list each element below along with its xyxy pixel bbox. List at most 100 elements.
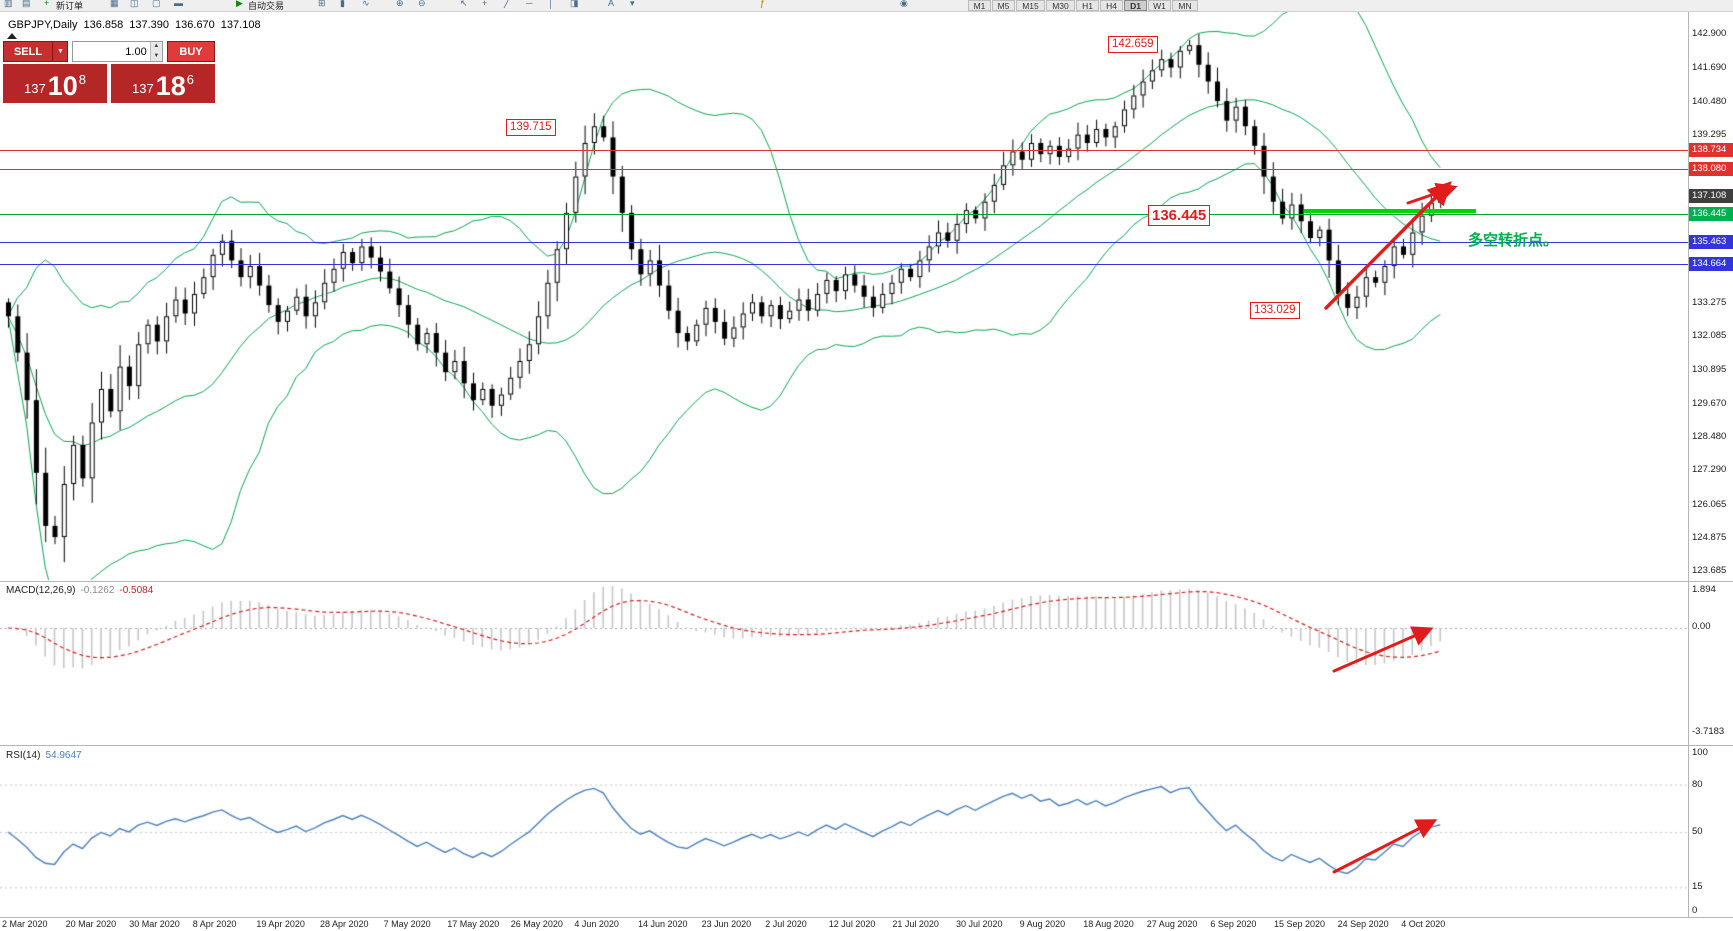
date-axis-label: 24 Sep 2020 [1337, 919, 1389, 929]
strategy-tester-icon[interactable]: ▬ [174, 0, 183, 8]
timeframe-d1-button[interactable]: D1 [1124, 0, 1147, 11]
text-label-icon[interactable]: A [608, 0, 615, 8]
symbol-period-label: GBPJPY,Daily [8, 19, 78, 31]
horizontal-level-line-blue[interactable] [0, 264, 1688, 266]
chart-macd-separator[interactable] [0, 581, 1733, 582]
volume-down-button[interactable]: ▼ [150, 51, 162, 61]
rsi-axis-label: 80 [1692, 778, 1703, 790]
date-axis-label: 12 Jul 2020 [828, 919, 876, 929]
pivot-note-text[interactable]: 多空转折点。 [1468, 232, 1559, 249]
new-order-button[interactable]: 新订单 [56, 1, 84, 11]
date-axis-label: 15 Sep 2020 [1274, 919, 1326, 929]
rsi-indicator-label: RSI(14) 54.9647 [6, 750, 87, 761]
date-axis-label: 23 Jun 2020 [701, 919, 752, 929]
vline-tool-icon[interactable]: │ [548, 0, 554, 8]
date-axis-label: 20 Mar 2020 [65, 919, 117, 929]
support-line-segment[interactable] [1304, 209, 1476, 214]
zoom-out-icon[interactable]: ⊖ [418, 0, 426, 8]
autotrade-button[interactable]: 自动交易 [248, 1, 285, 11]
timeframe-m15-button[interactable]: M15 [1016, 0, 1045, 11]
new-chart-icon[interactable]: ⊞ [318, 0, 326, 8]
date-axis-label: 9 Aug 2020 [1019, 919, 1066, 929]
trendline-icon[interactable]: ╱ [504, 0, 510, 8]
price-axis-tag-current: 137.108 [1689, 188, 1733, 203]
timeframe-m1-button[interactable]: M1 [968, 0, 991, 11]
date-axis-label: 30 Jul 2020 [956, 919, 1003, 929]
candle-chart-icon[interactable]: ▮ [340, 0, 345, 8]
date-axis-label: 6 Sep 2020 [1210, 919, 1257, 929]
rsi-axis-label: 50 [1692, 826, 1703, 837]
price-axis-border[interactable] [1688, 11, 1689, 917]
macd-name: MACD(12,26,9) [6, 585, 76, 596]
timeframe-h4-button[interactable]: H4 [1100, 0, 1123, 11]
autotrade-play-icon[interactable]: ▶ [236, 0, 243, 8]
sell-button[interactable]: SELL [3, 41, 53, 62]
price-axis-label: 141.690 [1692, 61, 1727, 73]
cursor-icon[interactable]: ↖ [460, 0, 468, 8]
date-axis-label: 17 May 2020 [447, 919, 500, 929]
price-annotation-sept-low[interactable]: 133.029 [1250, 302, 1300, 319]
trade-panel-collapse-arrow[interactable] [7, 33, 17, 39]
zoom-in-icon[interactable]: ⊕ [396, 0, 404, 8]
sell-price-pips: 10 [47, 71, 78, 101]
chart-ohlc-title: GBPJPY,Daily 136.858 137.390 136.670 137.108 [8, 19, 267, 31]
date-axis-label: 18 Aug 2020 [1083, 919, 1134, 929]
price-axis-label: 129.670 [1692, 397, 1727, 409]
horizontal-level-line-red[interactable] [0, 168, 1688, 170]
indicators-icon[interactable]: ƒ [760, 0, 766, 8]
price-axis-tag-green: 136.445 [1689, 207, 1733, 222]
market-watch-icon[interactable]: ▥ [4, 0, 13, 8]
date-axis-label: 2 Jul 2020 [765, 919, 807, 929]
price-axis-tag-blue: 135.463 [1689, 234, 1733, 249]
price-annotation-sept-high[interactable]: 142.659 [1108, 36, 1158, 53]
price-axis-label: 130.895 [1692, 363, 1727, 375]
open-value: 136.858 [83, 19, 124, 31]
sell-price-display[interactable]: 137 10 8 [3, 64, 107, 103]
price-axis-label: 128.480 [1692, 431, 1727, 443]
crosshair-icon[interactable]: + [482, 0, 488, 8]
top-toolbar: ▥ ▤ + 新订单 ▦ ◫ ▢ ▬ ▶ 自动交易 ⊞ ▮ ∿ ⊕ ⊖ ↖ + ╱ ─ │ ◨ A ▾ ƒ ◉ M1 M5 M15 M30… [0, 0, 1733, 12]
date-axis-label: 26 May 2020 [510, 919, 563, 929]
tile-windows-icon[interactable]: ◫ [130, 0, 139, 8]
timeframe-m5-button[interactable]: M5 [992, 0, 1015, 11]
macd-signal-value: -0.5084 [119, 585, 154, 596]
date-axis-label: 4 Jun 2020 [574, 919, 619, 929]
volume-up-button[interactable]: ▲ [150, 42, 162, 52]
horizontal-level-line-blue[interactable] [0, 241, 1688, 243]
price-axis-label: 132.085 [1692, 330, 1727, 342]
line-chart-icon[interactable]: ∿ [362, 0, 370, 8]
fibonacci-icon[interactable]: ◨ [570, 0, 579, 8]
arrow-object-icon[interactable]: ▾ [630, 0, 635, 8]
period-icon[interactable]: ◉ [900, 0, 908, 8]
buy-button[interactable]: BUY [167, 41, 215, 62]
rsi-value: 54.9647 [45, 750, 82, 761]
timeframe-h1-button[interactable]: H1 [1076, 0, 1099, 11]
timeframe-mn-button[interactable]: MN [1172, 0, 1198, 11]
new-order-plus-icon[interactable]: + [44, 0, 50, 8]
hline-tool-icon[interactable]: ─ [526, 0, 533, 8]
data-window-icon[interactable]: ▤ [22, 0, 31, 8]
sell-price-frac: 8 [78, 72, 86, 87]
terminal-icon[interactable]: ▢ [152, 0, 161, 8]
price-annotation-june-high[interactable]: 139.715 [506, 119, 556, 136]
date-axis-label: 14 Jun 2020 [638, 919, 688, 929]
close-value: 137.108 [220, 19, 261, 31]
sell-dropdown-arrow-icon[interactable]: ▼ [53, 41, 68, 62]
buy-price-frac: 6 [186, 72, 194, 87]
horizontal-level-line-red[interactable] [0, 150, 1688, 152]
buy-price-display[interactable]: 137 18 6 [111, 64, 215, 103]
price-axis-label: 140.480 [1692, 95, 1727, 107]
horizontal-level-line-green[interactable] [0, 214, 1688, 216]
price-axis-label: 142.900 [1692, 28, 1727, 39]
price-axis-label: 126.065 [1692, 498, 1727, 510]
volume-input[interactable] [73, 42, 150, 61]
timeframe-m30-button[interactable]: M30 [1046, 0, 1075, 11]
chart-grid-icon[interactable]: ▦ [110, 0, 119, 8]
timeframe-w1-button[interactable]: W1 [1148, 0, 1171, 11]
macd-indicator-label: MACD(12,26,9) -0.1262 -0.5084 [6, 585, 158, 596]
price-annotation-pivot[interactable]: 136.445 [1148, 205, 1211, 226]
macd-rsi-separator[interactable] [0, 745, 1733, 746]
